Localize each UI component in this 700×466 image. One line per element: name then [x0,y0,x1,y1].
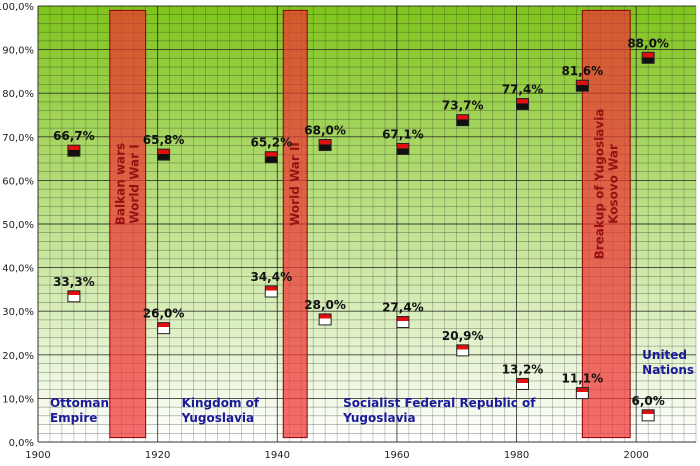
event-label: Breakup of Yugoslavia [592,109,606,260]
data-point [318,139,332,152]
x-tick-label: 1980 [504,450,529,461]
data-point [157,322,171,335]
data-point [67,144,81,157]
data-label: 81,6% [562,64,604,78]
era-label: Nations [642,363,694,377]
data-label: 67,1% [382,127,424,141]
data-label: 73,7% [442,99,484,113]
y-tick-label: 0,0% [9,438,34,449]
y-tick-label: 50,0% [2,220,34,231]
data-label: 28,0% [304,298,346,312]
data-label: 88,0% [627,36,669,50]
data-label: 77,4% [502,83,544,97]
data-label: 33,3% [53,275,95,289]
y-tick-label: 100,0% [0,2,34,13]
data-label: 66,7% [53,129,95,143]
event-band [581,9,631,439]
y-tick-label: 20,0% [2,351,34,362]
data-point [456,114,470,127]
era-label: United [642,348,687,362]
data-label: 34,4% [250,270,292,284]
event-band [282,9,308,439]
event-label: Kosovo War [606,144,620,224]
y-tick-label: 30,0% [2,307,34,318]
event-bands: Balkan wars World War I World War II Breaku… [109,9,631,439]
era-label: Yugoslavia [342,411,416,425]
era-label: Kingdom of [182,396,260,410]
era-label: Yugoslavia [181,411,255,425]
y-tick-label: 90,0% [2,46,34,57]
data-point [641,51,655,64]
data-point [396,142,410,155]
x-tick-label: 2000 [623,450,648,461]
data-point [396,316,410,329]
data-point [264,285,278,298]
data-label: 13,2% [502,362,544,376]
data-point [318,313,332,326]
event-label: World War II [288,142,302,226]
data-point [516,377,530,390]
x-tick-label: 1920 [145,450,170,461]
y-tick-label: 40,0% [2,264,34,275]
data-point [575,387,589,400]
y-tick-label: 10,0% [2,394,34,405]
data-label: 6,0% [632,394,665,408]
x-tick-label: 1900 [25,450,50,461]
data-label: 27,4% [382,301,424,315]
data-label: 65,2% [250,136,292,150]
data-point [157,148,171,161]
data-point [641,409,655,422]
era-label: Empire [50,411,97,425]
event-label: World War I [128,144,142,223]
data-label: 11,1% [562,372,604,386]
data-label: 65,8% [143,133,185,147]
era-label: Ottoman [50,396,109,410]
y-tick-label: 70,0% [2,133,34,144]
x-tick-label: 1940 [265,450,290,461]
data-label: 26,0% [143,307,185,321]
data-points: 66,7% 65,8% 65,2% 68,0% 67,1% 73,7% 77,4% 81,6%… [53,36,669,422]
x-tick-label: 1960 [384,450,409,461]
data-label: 68,0% [304,124,346,138]
data-label: 20,9% [442,329,484,343]
data-point [516,98,530,111]
era-label: Socialist Federal Republic of [343,396,536,410]
data-point [575,79,589,92]
data-point [264,151,278,164]
event-label: Balkan wars [114,143,128,225]
event-band [109,9,147,439]
axes: 0,0% 10,0% 20,0% 30,0% 40,0% 50,0% 60,0% 70,0% 8… [0,2,696,461]
data-point [67,290,81,303]
y-tick-label: 80,0% [2,89,34,100]
y-tick-label: 60,0% [2,176,34,187]
data-point [456,344,470,357]
